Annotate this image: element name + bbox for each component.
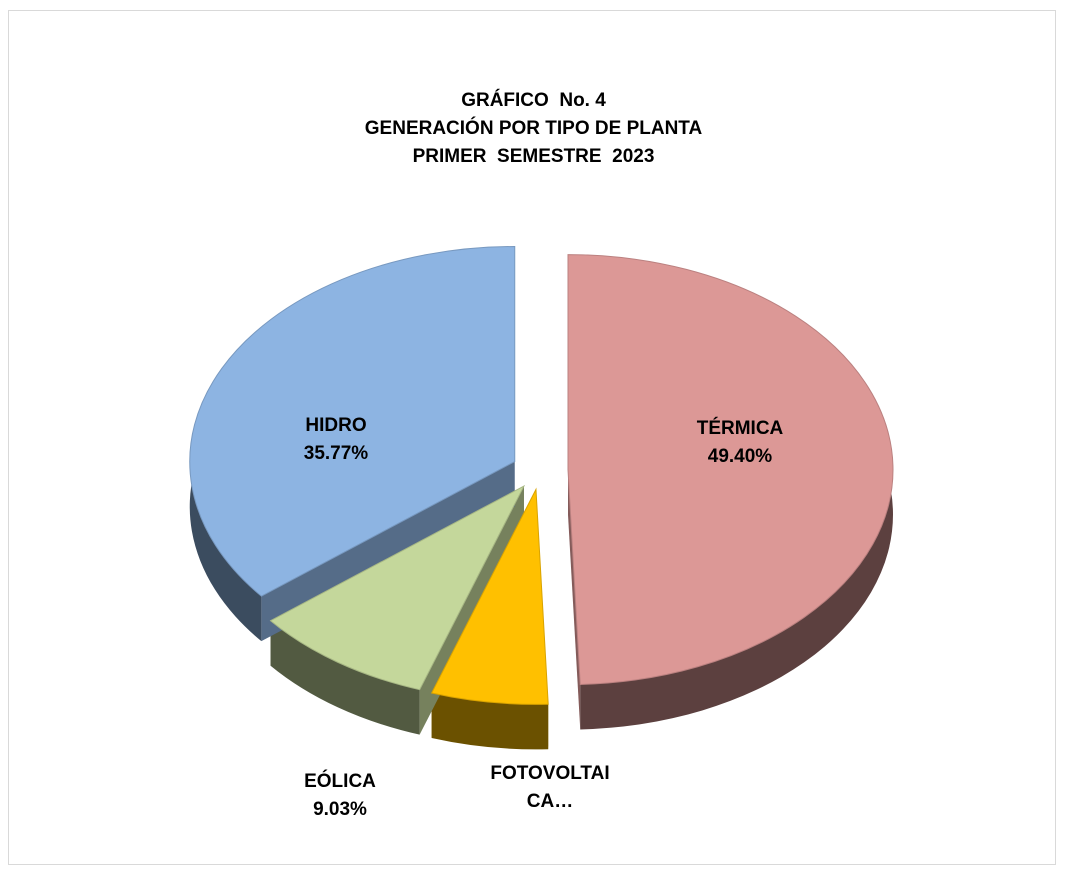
slice-label: TÉRMICA (696, 418, 784, 439)
chart-title: GRÁFICO No. 4 (461, 90, 606, 111)
slice-side (431, 693, 549, 750)
chart-title: GENERACIÓN POR TIPO DE PLANTA (364, 118, 703, 139)
slice (269, 484, 526, 691)
slice (430, 487, 549, 705)
slice-value: 35.77% (303, 443, 369, 464)
chart-frame (8, 10, 1056, 865)
slice-side (270, 620, 420, 735)
slice-side (567, 469, 581, 730)
chart-title: PRIMER SEMESTRE 2023 (412, 146, 655, 167)
slice-value: 9.03% (313, 799, 367, 820)
slice (567, 254, 894, 685)
slice-label: FOTOVOLTAICA… (490, 763, 610, 812)
slice-value: 49.40% (707, 446, 773, 467)
slice (189, 246, 516, 597)
slice-label: HIDRO (305, 415, 367, 436)
slice-label: EÓLICA (304, 771, 376, 792)
